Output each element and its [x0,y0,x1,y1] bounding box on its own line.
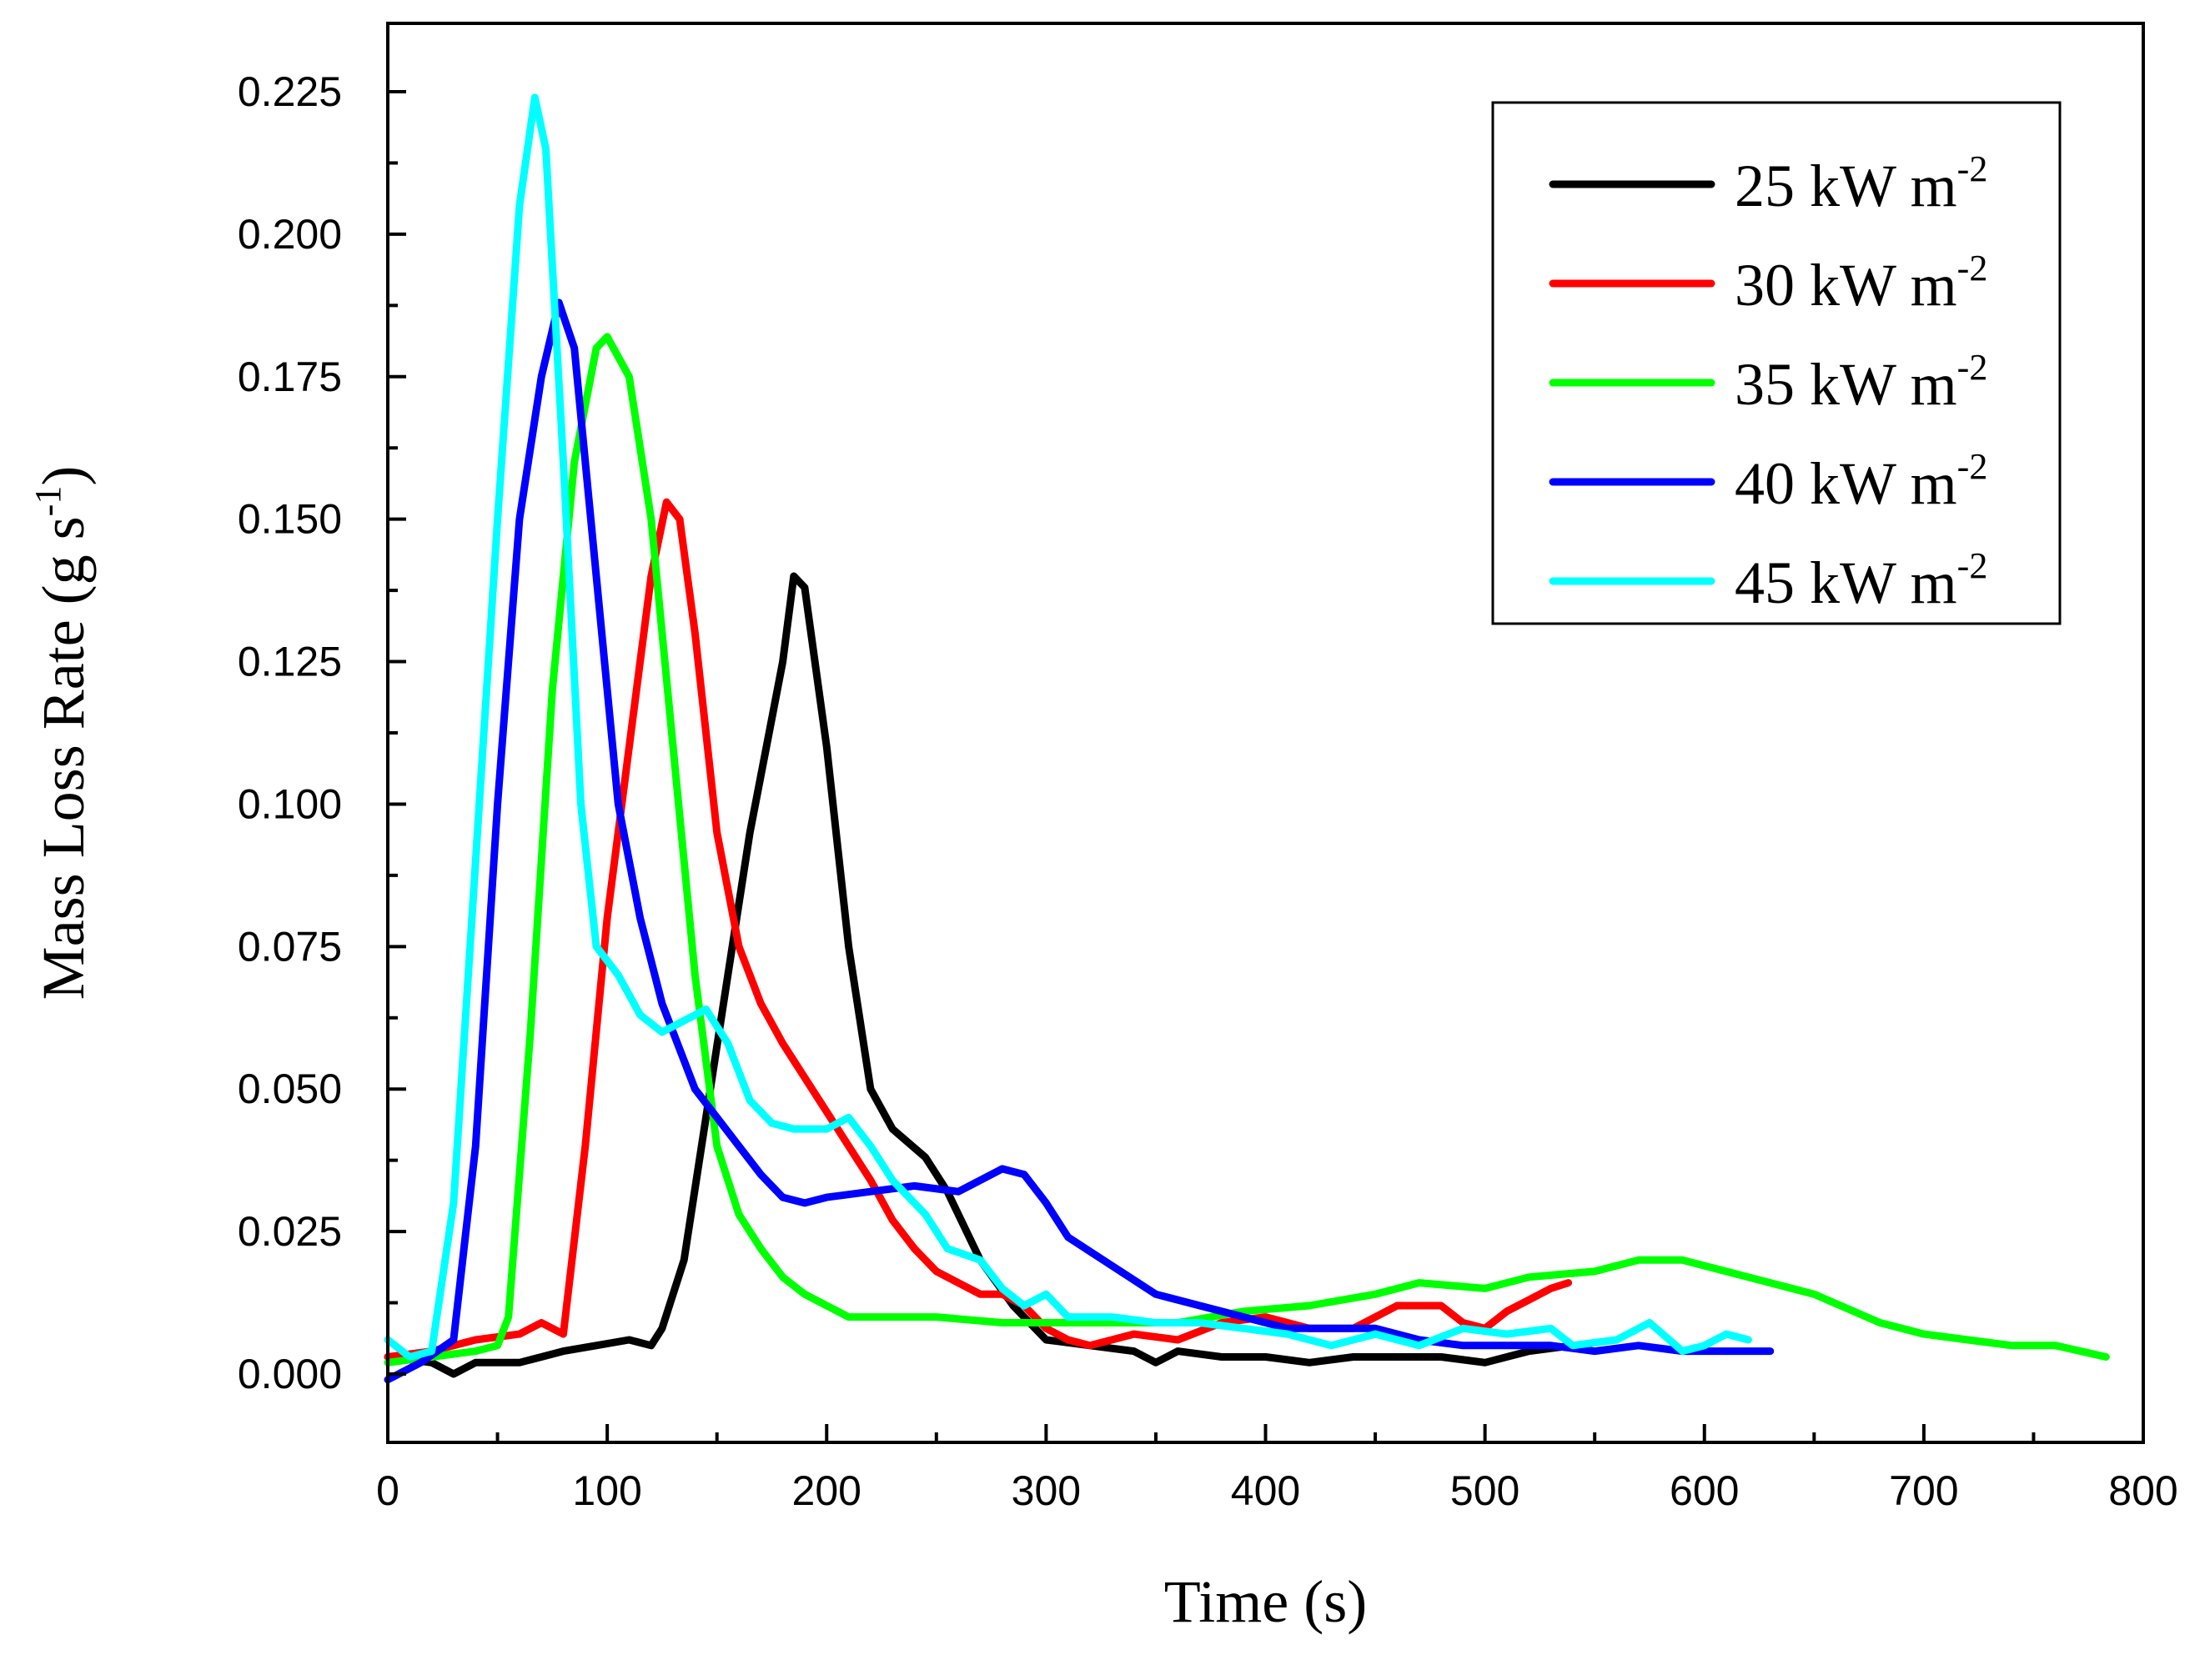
x-tick-label: 200 [792,1467,861,1514]
y-tick-label: 0.100 [238,780,342,827]
y-axis-title: Mass Loss Rate (g s-1) [28,466,97,1000]
legend: 25 kW m-230 kW m-235 kW m-240 kW m-245 k… [1491,101,2062,625]
x-tick-label: 600 [1670,1467,1739,1514]
legend-label-superscript: -2 [1957,148,1988,189]
legend-box [1491,101,2062,625]
x-tick-label: 400 [1231,1467,1300,1514]
legend-label-text: 45 kW m [1735,549,1957,616]
legend-label-1: 25 kW m-2 [1735,148,1987,219]
legend-label-4: 40 kW m-2 [1735,446,1987,517]
legend-items: 25 kW m-230 kW m-235 kW m-240 kW m-245 k… [1549,148,1987,616]
x-tick-label: 100 [572,1467,641,1514]
series-line-2 [384,498,1573,1361]
tick-label-layer: 0 100 200 300 400 500 600 700 800 0.000 0.025 0.050… [238,68,2178,1514]
legend-label-2: 30 kW m-2 [1735,248,1987,318]
series-line-1 [384,572,1577,1378]
y-tick-label: 0.200 [238,211,342,258]
legend-label-superscript: -2 [1957,347,1988,388]
y-tick-label: 0.225 [238,68,342,115]
series-line-4 [384,298,1775,1384]
legend-label-superscript: -2 [1957,446,1988,487]
y-axis-title-superscript: -1 [28,486,68,517]
y-tick-label: 0.075 [238,923,342,970]
legend-label-3: 35 kW m-2 [1735,347,1987,418]
x-tick-label: 800 [2108,1467,2177,1514]
series-layer [384,93,2110,1384]
legend-label-text: 25 kW m [1735,153,1957,219]
y-tick-label: 0.175 [238,354,342,400]
legend-label-text: 35 kW m [1735,351,1957,418]
tick-layer [386,90,2145,1442]
x-tick-label: 300 [1012,1467,1081,1514]
legend-label-text: 30 kW m [1735,252,1957,318]
y-tick-label: 0.150 [238,496,342,543]
series-line-3 [384,333,2110,1367]
legend-label-5: 45 kW m-2 [1735,545,1987,616]
legend-label-text: 40 kW m [1735,450,1957,517]
x-tick-label: 700 [1889,1467,1958,1514]
legend-label-superscript: -2 [1957,545,1988,586]
y-axis-title-close: ) [30,466,97,486]
legend-label-superscript: -2 [1957,248,1988,288]
y-axis-title-main: Mass Loss Rate (g s [30,516,97,1000]
x-tick-label: 0 [376,1467,399,1514]
x-tick-label: 500 [1450,1467,1519,1514]
y-tick-label: 0.050 [238,1066,342,1112]
y-tick-label: 0.000 [238,1351,342,1397]
y-tick-label: 0.125 [238,639,342,685]
y-tick-label: 0.025 [238,1208,342,1255]
series-line-5 [384,93,1752,1361]
x-axis-title: Time (s) [1164,1568,1367,1635]
